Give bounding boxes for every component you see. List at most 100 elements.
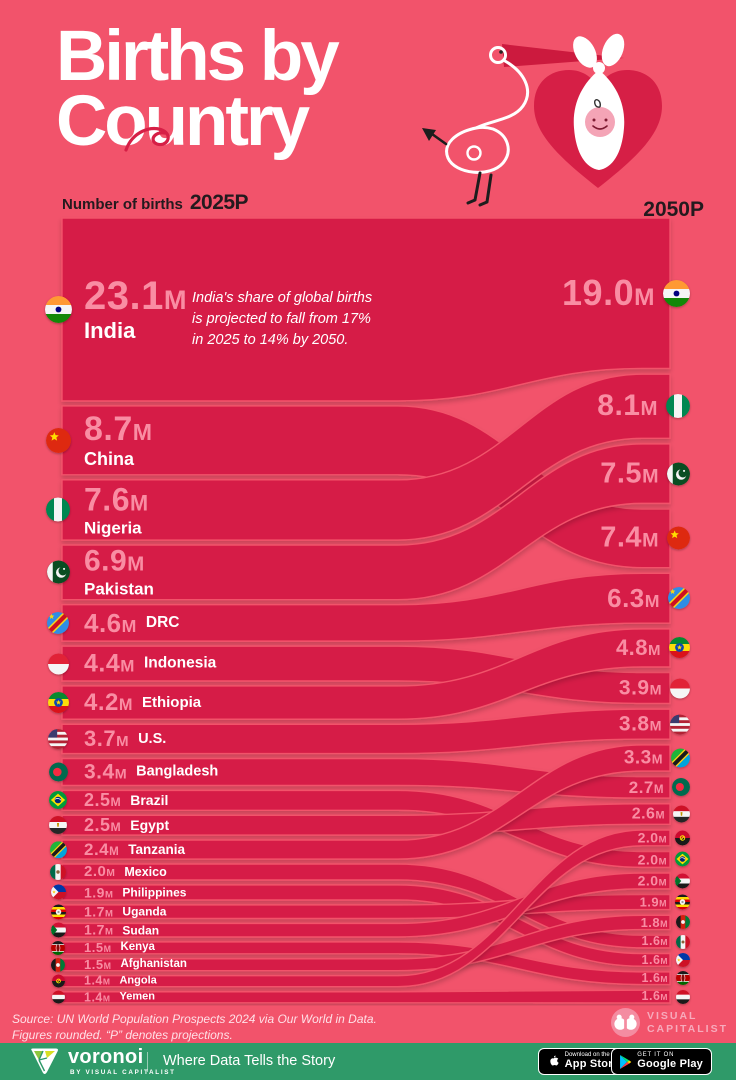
birth-value: 2.6M xyxy=(631,805,665,823)
flag-ethiopia-icon xyxy=(47,692,69,714)
flag-ethiopia-icon xyxy=(669,637,690,659)
flag-mexico-icon xyxy=(676,934,690,949)
birth-value: 19.0M xyxy=(562,272,655,314)
row-2025-kenya: 1.5M Kenya xyxy=(0,940,155,956)
row-2050-us: 3.8M xyxy=(619,714,690,735)
row-2025-bangladesh: 3.4M Bangladesh xyxy=(0,762,218,783)
stork-body xyxy=(445,46,529,174)
title-line-1: Births by xyxy=(56,17,340,96)
footer-bar: voronoi BY VISUAL CAPITALIST Where Data … xyxy=(0,1043,736,1080)
flag-angola-icon xyxy=(51,974,65,988)
visual-capitalist-mark-icon xyxy=(610,1007,640,1038)
birth-value: 1.7M xyxy=(84,921,114,938)
row-2025-philippines: 1.9M Philippines xyxy=(0,884,186,901)
axis-left-year: 2025P xyxy=(189,191,249,214)
birth-value: 6.9M xyxy=(84,544,145,578)
birth-value: 3.9M xyxy=(618,676,662,700)
country-name: DRC xyxy=(145,614,180,632)
country-name: U.S. xyxy=(138,730,167,747)
annotation-line: in 2025 to 14% by 2050. xyxy=(192,332,349,349)
india-annotation: India's share of global births is projec… xyxy=(192,288,417,351)
flag-egypt-icon xyxy=(49,816,67,835)
country-name: India xyxy=(84,318,136,344)
google-play-badge[interactable]: GET IT ON Google Play xyxy=(611,1048,712,1075)
baby-icon xyxy=(585,99,615,137)
flag-brazil-icon xyxy=(49,791,67,810)
birth-value: 7.5M xyxy=(600,457,659,490)
birth-value: 2.5M xyxy=(84,790,122,811)
row-2025-egypt: 2.5M Egypt xyxy=(0,815,169,836)
birth-value: 1.6M xyxy=(641,934,668,949)
flow-band-pakistan xyxy=(61,443,671,601)
birth-value: 3.3M xyxy=(623,747,663,769)
flag-sudan-icon xyxy=(50,922,66,938)
flag-angola-icon xyxy=(675,830,690,846)
stork-eye xyxy=(499,50,503,54)
birth-value: 1.5M xyxy=(84,940,112,956)
row-2050-china: 7.4M xyxy=(600,521,690,554)
apple-icon xyxy=(549,1055,559,1066)
flag-nigeria-icon xyxy=(666,394,690,419)
row-2050-drc: 6.3M xyxy=(607,585,690,611)
flag-philippines-icon xyxy=(676,952,690,967)
voronoi-sub: BY VISUAL CAPITALIST xyxy=(70,1069,176,1076)
axis-right-year: 2050P xyxy=(643,198,704,221)
flag-uganda-icon xyxy=(675,894,690,910)
flag-india-icon xyxy=(663,279,690,307)
axis-left-label: Number of births xyxy=(62,196,183,213)
flow-band-bangladesh xyxy=(61,757,671,799)
birth-value: 2.7M xyxy=(628,777,664,797)
flag-sudan-icon xyxy=(675,873,690,889)
birth-value: 7.4M xyxy=(600,521,659,554)
country-name: Pakistan xyxy=(84,579,154,599)
birth-value: 4.8M xyxy=(615,634,661,660)
flow-band-india xyxy=(61,217,671,402)
country-name: Bangladesh xyxy=(136,763,219,780)
flag-indonesia-icon xyxy=(670,678,690,699)
birth-value: 1.4M xyxy=(84,990,111,1005)
flag-brazil-icon xyxy=(675,851,690,867)
row-2050-mexico: 1.6M xyxy=(641,934,690,949)
flag-mexico-icon xyxy=(50,864,66,880)
country-name: Uganda xyxy=(122,904,167,919)
flag-tanzania-icon xyxy=(671,748,690,768)
stork-beak xyxy=(502,44,624,67)
flag-philippines-icon xyxy=(50,884,66,900)
footer-tagline: Where Data Tells the Story xyxy=(163,1053,336,1069)
birth-value: 2.0M xyxy=(637,872,667,889)
stork-legs xyxy=(466,171,493,207)
birth-value: 2.4M xyxy=(84,839,120,859)
flow-band-yemen xyxy=(61,989,671,1004)
voronoi-mark-icon xyxy=(31,1048,58,1074)
page-title: Births by Country xyxy=(56,17,340,162)
birth-value: 3.4M xyxy=(84,760,128,784)
birth-value: 2.0M xyxy=(84,863,116,881)
birth-value: 1.9M xyxy=(84,884,114,901)
flag-bangladesh-icon xyxy=(48,762,68,782)
footer-divider xyxy=(147,1052,148,1072)
app-store-big-text: App Store xyxy=(564,1057,619,1070)
row-2050-indonesia: 3.9M xyxy=(619,678,690,699)
country-name: Yemen xyxy=(119,990,155,1003)
row-2025-afghanistan: 1.5M Afghanistan xyxy=(0,957,187,972)
row-2025-mexico: 2.0M Mexico xyxy=(0,864,167,880)
row-2050-uganda: 1.9M xyxy=(640,894,690,910)
birth-value: 2.5M xyxy=(84,815,122,836)
birth-value: 8.7M xyxy=(84,410,153,449)
birth-value: 7.6M xyxy=(84,481,149,518)
country-name: Brazil xyxy=(130,792,169,809)
row-2050-afghanistan: 1.8M xyxy=(641,915,690,930)
birth-value: 2.0M xyxy=(637,829,667,846)
birth-value: 23.1M xyxy=(84,274,188,319)
birth-value: 4.4M xyxy=(84,649,135,678)
title-line-2: Country xyxy=(56,82,310,162)
row-2025-uganda: 1.7M Uganda xyxy=(0,904,167,920)
source-note: Source: UN World Population Prospects 20… xyxy=(12,1011,377,1043)
flow-band-ethiopia xyxy=(61,628,671,720)
country-name: Tanzania xyxy=(128,841,186,857)
source-line-1: Source: UN World Population Prospects 20… xyxy=(12,1012,377,1026)
flag-afghanistan-icon xyxy=(676,915,690,930)
row-2050-pakistan: 7.5M xyxy=(600,459,690,488)
birth-value: 1.4M xyxy=(84,973,111,988)
